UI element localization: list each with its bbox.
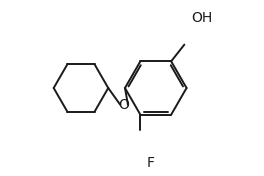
Text: OH: OH <box>191 11 212 26</box>
Text: F: F <box>147 156 154 170</box>
Text: O: O <box>119 98 130 112</box>
